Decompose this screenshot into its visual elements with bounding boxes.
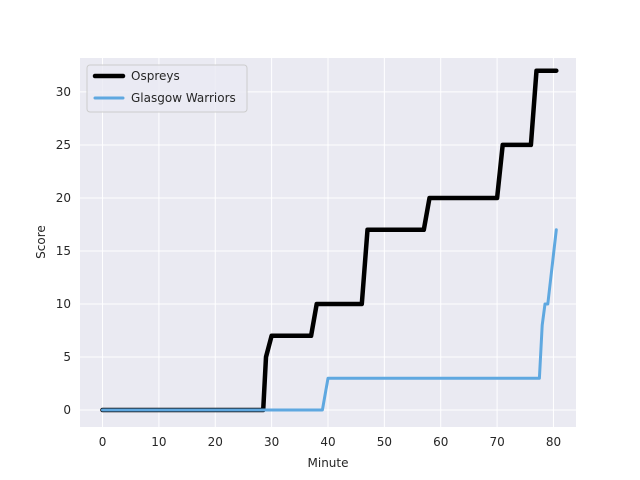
legend-label-glasgow-warriors: Glasgow Warriors <box>131 91 236 105</box>
series-lines <box>100 68 559 413</box>
x-tick-label: 30 <box>264 435 279 449</box>
y-tick-label: 5 <box>63 350 71 364</box>
legend-label-ospreys: Ospreys <box>131 69 180 83</box>
x-tick-label: 40 <box>320 435 335 449</box>
y-tick-label: 30 <box>56 85 71 99</box>
x-tick-label: 0 <box>99 435 107 449</box>
y-tick-label: 25 <box>56 138 71 152</box>
y-axis-label: Score <box>34 225 48 259</box>
x-tick-label: 80 <box>546 435 561 449</box>
series-line-glasgow-warriors <box>101 228 558 412</box>
y-tick-label: 0 <box>63 403 71 417</box>
x-tick-label: 60 <box>433 435 448 449</box>
y-tick-label: 15 <box>56 244 71 258</box>
x-tick-label: 10 <box>151 435 166 449</box>
x-tick-label: 70 <box>489 435 504 449</box>
legend: Ospreys Glasgow Warriors <box>86 64 248 113</box>
series-line-ospreys <box>100 68 559 413</box>
y-tick-labels: 0 5 10 15 20 25 30 <box>56 85 71 417</box>
grid <box>80 58 576 427</box>
y-tick-label: 20 <box>56 191 71 205</box>
x-tick-label: 20 <box>208 435 223 449</box>
x-axis-label: Minute <box>308 456 349 470</box>
x-tick-label: 50 <box>377 435 392 449</box>
legend-box <box>86 64 248 113</box>
y-tick-label: 10 <box>56 297 71 311</box>
x-tick-labels: 0 10 20 30 40 50 60 70 80 <box>99 435 561 449</box>
